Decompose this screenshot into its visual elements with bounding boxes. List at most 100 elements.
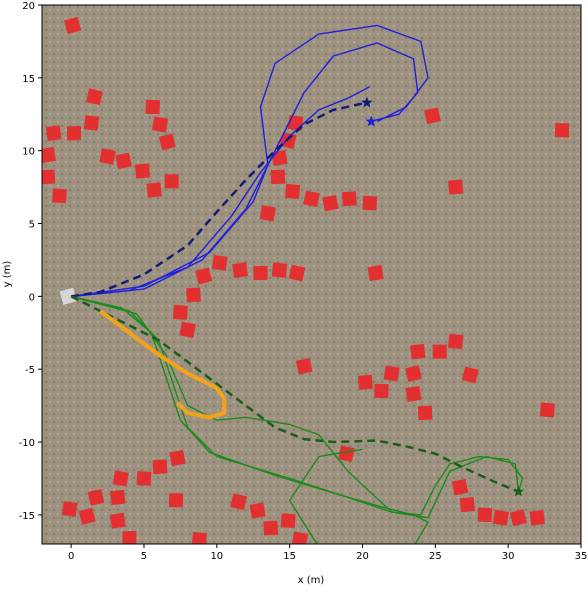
trajectory: [99, 309, 227, 420]
obstacle: [151, 116, 169, 133]
trajectory: [71, 24, 429, 298]
obstacle: [146, 182, 162, 198]
obstacle: [172, 304, 188, 320]
obstacle: [322, 194, 339, 212]
y-axis-label: y (m): [2, 261, 13, 288]
y-tick-label: 20: [22, 1, 35, 12]
obstacle: [529, 509, 546, 526]
obstacle: [362, 195, 378, 211]
y-tick-label: -5: [25, 365, 35, 376]
obstacle: [341, 191, 357, 207]
obstacle: [303, 190, 320, 208]
obstacle: [186, 287, 201, 303]
obstacle: [492, 509, 509, 526]
obstacle: [99, 148, 116, 165]
obstacle: [168, 493, 184, 508]
obstacle: [447, 333, 464, 350]
obstacle: [78, 507, 96, 525]
obstacle: [280, 513, 296, 529]
obstacle: [263, 520, 279, 536]
obstacle: [405, 385, 422, 402]
reference-path: [70, 101, 368, 298]
obstacle: [169, 449, 186, 467]
obstacle: [459, 497, 475, 513]
y-tick-label: 5: [29, 220, 35, 231]
obstacle: [259, 205, 276, 222]
obstacle: [136, 471, 152, 486]
obstacle: [554, 123, 570, 138]
obstacle: [164, 174, 179, 189]
obstacle: [195, 267, 213, 285]
reference-path: [70, 295, 519, 493]
obstacle: [87, 488, 105, 506]
obstacle: [404, 365, 422, 383]
y-tick-label: -10: [19, 438, 35, 449]
x-tick-label: 20: [356, 551, 369, 562]
obstacle: [291, 531, 309, 544]
x-tick-label: 35: [575, 551, 588, 562]
obstacle: [424, 107, 441, 125]
obstacle: [509, 509, 527, 527]
plot-background: [42, 5, 581, 544]
obstacle: [417, 405, 433, 421]
obstacle: [211, 254, 228, 271]
obstacle: [271, 262, 288, 278]
goal-marker: [512, 485, 525, 497]
plot-area: [42, 16, 570, 544]
obstacle: [432, 344, 447, 359]
obstacle: [461, 366, 479, 384]
goal-marker: [365, 115, 377, 127]
obstacle: [253, 265, 268, 281]
x-tick-label: 10: [210, 551, 223, 562]
obstacle: [115, 152, 132, 170]
obstacle: [270, 169, 286, 185]
obstacle: [66, 126, 82, 141]
trajectory: [70, 295, 520, 519]
obstacle: [109, 512, 126, 529]
obstacle: [61, 501, 78, 517]
x-tick-label: 30: [502, 551, 515, 562]
obstacle: [374, 383, 389, 399]
x-tick-label: 5: [141, 551, 147, 562]
obstacle: [410, 343, 426, 360]
obstacle: [83, 115, 100, 131]
obstacle: [477, 507, 493, 523]
plot-frame: [41, 4, 582, 545]
x-tick-label: 25: [429, 551, 442, 562]
obstacle: [230, 493, 248, 511]
obstacle: [357, 374, 373, 390]
obstacle: [59, 287, 77, 305]
obstacle: [42, 169, 56, 185]
obstacle: [383, 365, 400, 382]
obstacle: [179, 321, 196, 339]
obstacle: [158, 133, 176, 151]
goal-marker: [361, 96, 373, 108]
obstacle: [86, 88, 103, 106]
obstacle: [64, 16, 82, 34]
obstacle: [110, 489, 126, 506]
obstacle: [45, 125, 62, 142]
y-tick-label: 0: [29, 292, 35, 303]
y-tick-label: 10: [22, 147, 35, 158]
y-tick-label: -15: [19, 511, 35, 522]
obstacle: [284, 183, 301, 200]
obstacle: [122, 531, 137, 544]
obstacle: [367, 264, 384, 282]
x-axis-label: x (m): [298, 575, 325, 586]
obstacle: [448, 179, 464, 195]
obstacle: [191, 531, 208, 544]
obstacle: [112, 470, 129, 487]
obstacle: [451, 478, 469, 496]
x-tick-label: 15: [283, 551, 296, 562]
obstacle: [288, 264, 306, 282]
y-tick-label: 15: [22, 74, 35, 85]
obstacle: [338, 445, 355, 462]
obstacle: [52, 188, 67, 204]
obstacle: [249, 502, 266, 519]
trajectory: [71, 85, 371, 298]
obstacle: [232, 262, 249, 279]
x-tick-label: 0: [68, 551, 74, 562]
obstacle: [295, 357, 313, 375]
obstacle: [152, 459, 168, 475]
